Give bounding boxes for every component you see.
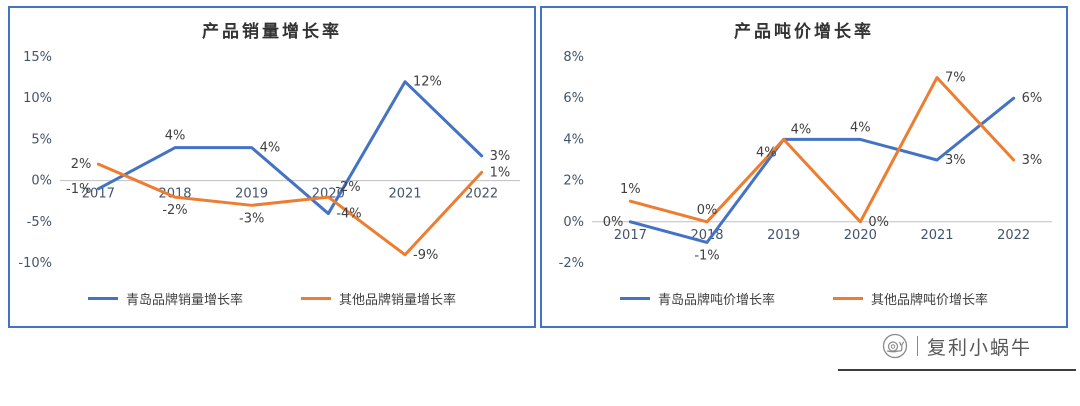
legend-line-swatch-orange [301, 297, 331, 300]
series-line [96, 80, 484, 216]
y-tick-label: -10% [18, 256, 52, 271]
y-tick-label: 5% [31, 132, 52, 147]
sales-growth-line-chart: -10%-5%0%5%10%15%2017 2018 2019 2020 2021 202… [18, 50, 520, 271]
legend-entry-qingdao-price: 青岛品牌吨价增长率 [619, 289, 775, 308]
data-label: -9% [413, 248, 438, 263]
y-tick-label: 2% [563, 174, 584, 189]
data-label: 3% [490, 149, 511, 164]
data-label: 3% [1022, 153, 1043, 168]
ton-price-growth-line-chart: -2%0%2%4%6%8%2017 2018 2019 2020 2021 20220%-… [559, 50, 1052, 271]
x-axis-label: 2019 [235, 187, 268, 202]
y-tick-label: 4% [563, 132, 584, 147]
legend-label: 青岛品牌销量增长率 [125, 293, 243, 308]
snail-icon [882, 333, 908, 359]
y-tick-label: -2% [559, 256, 584, 271]
data-label: 0% [868, 215, 889, 230]
legend-entry-other-sales: 其他品牌销量增长率 [301, 289, 456, 308]
x-axis-label: 2020 [844, 228, 877, 243]
ton-price-growth-chart-panel: 产品吨价增长率 -2% 0% 2% 4% 6% 8% 2017 2018 2019 2020 202… [540, 6, 1068, 328]
sales-growth-chart-panel: 产品销量增长率 -10% -5% 0% 5% 10% 15% 2017 2018 2019 202… [8, 6, 536, 328]
legend-label: 青岛品牌吨价增长率 [657, 293, 775, 308]
data-label: -1% [694, 248, 719, 263]
watermark-divider [916, 336, 918, 356]
y-tick-label: 10% [23, 91, 52, 106]
y-tick-label: 8% [563, 50, 584, 65]
chart-title-ton-price: 产品吨价增长率 [734, 22, 874, 42]
data-label: 1% [620, 182, 641, 197]
watermark-underline [838, 369, 1076, 371]
series-line [96, 162, 484, 257]
x-axis-label: 2021 [388, 187, 421, 202]
x-axis-label: 2017 [614, 228, 647, 243]
data-label: -2% [162, 203, 187, 218]
x-axis-label: 2021 [920, 228, 953, 243]
series-line [628, 96, 1016, 244]
legend-sales: 青岛品牌销量增长率 其他品牌销量增长率 [10, 289, 534, 308]
data-label: -4% [336, 207, 361, 222]
y-tick-label: 0% [31, 174, 52, 189]
y-tick-label: -5% [27, 215, 52, 230]
data-label: 4% [260, 141, 281, 156]
data-label: -3% [239, 211, 264, 226]
x-axis-label: 2019 [767, 228, 800, 243]
data-label: 0% [603, 215, 624, 230]
legend-ton-price: 青岛品牌吨价增长率 其他品牌吨价增长率 [542, 289, 1066, 308]
chart-title-sales: 产品销量增长率 [202, 22, 342, 42]
watermark: 复利小蜗牛 [838, 332, 1076, 371]
watermark-name: 复利小蜗牛 [926, 336, 1032, 359]
data-label: 4% [165, 129, 186, 144]
data-label: 6% [1022, 91, 1043, 106]
data-label: -2% [335, 180, 360, 195]
legend-line-swatch-orange [833, 297, 863, 300]
legend-line-swatch-blue [87, 297, 118, 300]
series-line [628, 76, 1016, 224]
y-tick-label: 0% [563, 215, 584, 230]
data-label: 12% [413, 75, 442, 90]
data-label: 1% [490, 165, 511, 180]
data-label: 7% [945, 71, 966, 86]
data-label: -1% [66, 182, 91, 197]
y-tick-label: 6% [563, 91, 584, 106]
data-label: 3% [945, 153, 966, 168]
data-label: 4% [756, 145, 777, 160]
legend-entry-other-price: 其他品牌吨价增长率 [833, 289, 988, 308]
x-axis-label: 2022 [997, 228, 1030, 243]
x-axis-label: 2022 [465, 187, 498, 202]
legend-label: 其他品牌销量增长率 [339, 293, 457, 308]
legend-label: 其他品牌吨价增长率 [871, 293, 989, 308]
y-tick-label: 15% [23, 50, 52, 65]
watermark-row: 复利小蜗牛 [838, 332, 1076, 360]
data-label: 0% [697, 203, 718, 218]
legend-line-swatch-blue [619, 297, 650, 300]
legend-entry-qingdao-sales: 青岛品牌销量增长率 [87, 289, 243, 308]
x-axis-label: 2017 [82, 187, 115, 202]
data-label: 2% [71, 157, 92, 172]
data-label: 4% [850, 120, 871, 135]
data-label: 4% [791, 122, 812, 137]
